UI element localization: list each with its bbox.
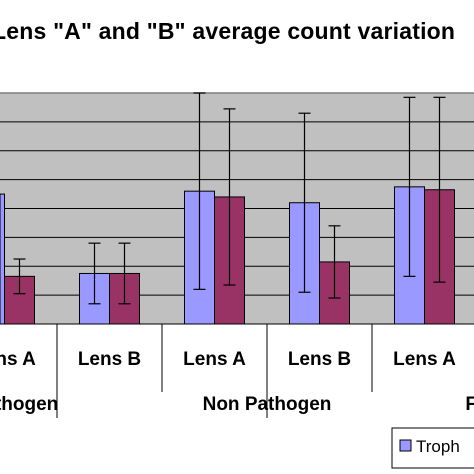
category-label: Lens A (183, 349, 246, 370)
legend-label: Troph (416, 437, 460, 456)
category-label: Lens B (78, 349, 141, 370)
group-label: FL (465, 394, 474, 415)
category-label: Lens A (393, 349, 456, 370)
legend-swatch (399, 439, 412, 452)
bar (0, 193, 5, 325)
chart-title: Lens "A" and "B" average count variation (0, 18, 456, 44)
group-label: Non Pathogen (203, 394, 332, 415)
category-label: Lens B (288, 349, 351, 370)
group-label: Pathogen (0, 394, 58, 415)
category-label: Lens A (0, 349, 36, 370)
